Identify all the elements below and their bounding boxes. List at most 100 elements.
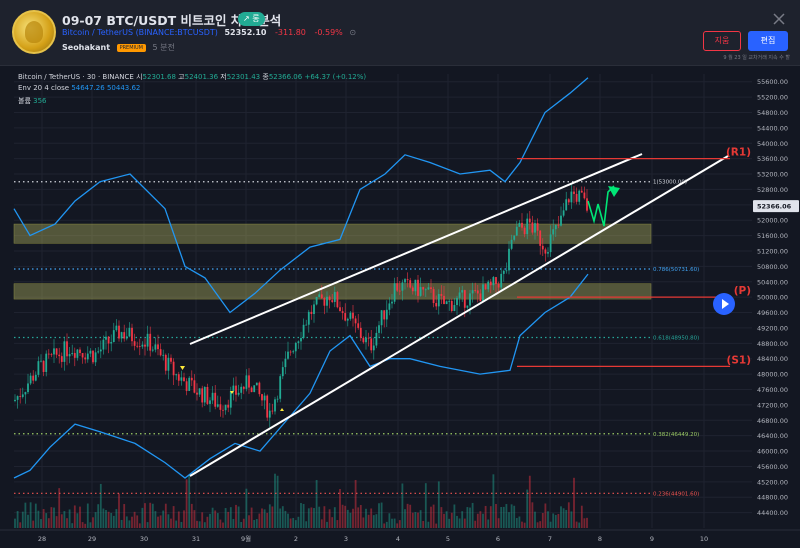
candle-body	[586, 198, 588, 211]
candle-body	[539, 230, 542, 246]
volume-bar	[313, 508, 315, 528]
candle-body	[534, 223, 536, 233]
time-tick-label: 10	[700, 535, 708, 543]
volume-bar	[214, 510, 217, 528]
legend-open: 52301.68	[142, 73, 176, 81]
price-tick-label: 46000.00	[757, 448, 788, 456]
price-tick-label: 50400.00	[757, 278, 788, 286]
candle-body	[50, 354, 53, 356]
symbol-legend[interactable]: Bitcoin / TetherUS · 30 · BINANCE 시52301…	[18, 73, 367, 81]
play-replay-button[interactable]	[713, 293, 735, 315]
symbol-exchange-link[interactable]: (BINANCE:BTCUSDT)	[135, 28, 218, 37]
price-tick-label: 52000.00	[757, 217, 788, 225]
volume-bar	[219, 519, 222, 528]
legend-change: +64.37 (+0.12%)	[304, 73, 367, 81]
wedge-upper-trendline	[189, 153, 643, 345]
author-name[interactable]: Seohakant	[62, 43, 111, 52]
volume-bar	[443, 513, 445, 528]
candle-body	[266, 395, 269, 418]
candle-body	[224, 404, 227, 411]
price-tick-label: 45200.00	[757, 478, 788, 486]
volume-bar	[476, 513, 479, 528]
candle-body	[378, 325, 380, 333]
candle-body	[430, 287, 432, 290]
price-chart[interactable]: 1(53000.00) 0.786(50731.60) 0.618(48950.80…	[0, 66, 800, 548]
candle-body	[318, 294, 321, 297]
volume-bar	[21, 511, 24, 528]
candle-body	[448, 300, 451, 302]
fib-levels: 1(53000.00) 0.786(50731.60) 0.618(48950.80…	[14, 180, 699, 497]
candle-body	[346, 318, 349, 321]
candle-body	[547, 252, 549, 254]
time-tick-label: 3	[344, 535, 348, 543]
candle-body	[365, 337, 367, 343]
candle-body	[315, 296, 318, 305]
volume-bar	[141, 507, 144, 528]
candle-body	[450, 300, 453, 312]
candle-body	[471, 290, 474, 294]
symbol-name-link[interactable]: Bitcoin / TetherUS	[62, 28, 134, 37]
volume-legend[interactable]: 볼륨 356	[18, 96, 47, 106]
candle-body	[245, 375, 248, 389]
volume-bar	[331, 517, 334, 528]
volume-bar	[229, 507, 232, 528]
volume-bar	[45, 513, 48, 528]
volume-bar	[583, 518, 586, 528]
candle-body	[172, 361, 175, 376]
volume-bar	[281, 506, 284, 528]
volume-bar	[352, 508, 354, 528]
volume-bar	[383, 523, 386, 528]
vol-value: 356	[33, 97, 47, 105]
candle-body	[573, 191, 575, 194]
delete-button[interactable]: 지움	[703, 31, 741, 51]
candle-body	[375, 332, 378, 346]
candle-body	[531, 222, 534, 233]
volume-bar	[567, 502, 570, 528]
candle-body	[89, 350, 92, 354]
volume-bar	[149, 502, 152, 528]
candle-body	[237, 392, 240, 395]
volume-bar	[440, 507, 443, 528]
volume-bar	[42, 509, 45, 528]
candle-body	[370, 338, 373, 351]
volume-bar	[435, 523, 438, 528]
info-icon[interactable]: ⊙	[349, 28, 357, 37]
price-tick-label: 52800.00	[757, 186, 788, 194]
author-avatar[interactable]	[12, 10, 56, 54]
volume-bar	[279, 508, 282, 528]
volume-bar	[60, 514, 63, 528]
candle-body	[68, 354, 71, 357]
volume-bar	[131, 516, 133, 528]
volume-bar	[138, 523, 141, 528]
close-button[interactable]	[768, 8, 790, 30]
volume-bar	[466, 507, 469, 528]
volume-bar	[261, 508, 263, 528]
volume-bar	[224, 508, 227, 528]
candle-body	[557, 224, 560, 226]
time-tick-label: 28	[38, 535, 46, 543]
volume-bar	[81, 522, 84, 528]
volume-bar	[253, 519, 256, 528]
candle-body	[86, 353, 89, 360]
volume-bar	[50, 507, 53, 528]
volume-bar	[359, 505, 362, 528]
volume-bar	[58, 488, 61, 528]
candle-body	[242, 386, 245, 389]
volume-bar	[175, 520, 178, 528]
candle-body	[183, 377, 185, 382]
candle-body	[102, 339, 105, 350]
price-tick-label: 44400.00	[757, 509, 788, 517]
volume-bar	[222, 522, 224, 528]
volume-bar	[29, 502, 32, 528]
volume-bar	[307, 508, 310, 528]
candle-body	[222, 409, 224, 411]
volume-bar	[24, 502, 27, 528]
volume-bar	[115, 509, 118, 528]
volume-bar	[47, 518, 50, 528]
chart-area[interactable]: 1(53000.00) 0.786(50731.60) 0.618(48950.80…	[0, 66, 800, 548]
edit-button[interactable]: 편집	[748, 31, 788, 51]
price-tick-label: 47600.00	[757, 386, 788, 394]
envelope-legend[interactable]: Env 20 4 close 54647.26 50443.62	[18, 84, 140, 92]
env-label: Env 20 4 close	[18, 84, 70, 92]
candle-body	[570, 191, 573, 203]
